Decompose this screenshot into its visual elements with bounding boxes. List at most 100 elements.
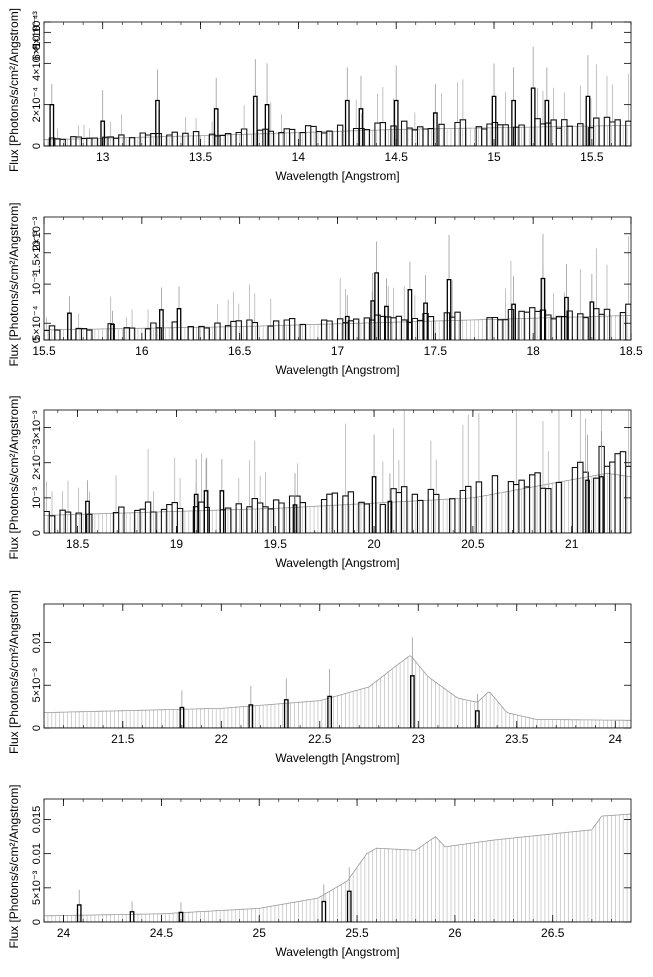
y-tick-label: 10⁻³ <box>31 11 43 33</box>
x-tick-label: 23 <box>412 732 426 746</box>
data-peak <box>409 675 415 728</box>
data-peak <box>67 312 72 340</box>
data-peak <box>155 99 160 146</box>
data-steps <box>44 445 631 533</box>
data-peak <box>178 911 184 922</box>
x-tick-label: 20.5 <box>461 537 485 551</box>
y-tick-label: 8×10⁻⁴ <box>31 14 43 50</box>
data-peak <box>564 296 569 340</box>
y-axis-label: Flux [Photons/s/cm²/Angstrom] <box>7 590 21 754</box>
x-tick-label: 18 <box>526 344 540 358</box>
y-axis-label: Flux [Photons/s/cm²/Angstrom] <box>7 8 21 172</box>
data-peak <box>474 710 480 728</box>
data-peak <box>219 490 225 533</box>
data-peak <box>346 890 352 922</box>
x-tick-label: 25.5 <box>345 926 369 940</box>
data-steps <box>44 116 631 146</box>
data-peak <box>283 699 289 728</box>
y-tick-label: 10⁻³ <box>31 487 43 509</box>
x-tick-label: 13 <box>96 150 110 164</box>
x-tick-label: 15.5 <box>580 150 604 164</box>
plot-area <box>44 233 631 340</box>
panel-4: 21.5 22 22.5 23 23.5 24 0 5×10⁻³ 0.01 Wavelength … <box>7 590 632 765</box>
y-tick-label: 0.01 <box>31 632 43 653</box>
x-tick-label: 19 <box>170 537 184 551</box>
y-tick-label: 10⁻³ <box>31 273 43 295</box>
data-peak <box>327 695 332 728</box>
data-peak <box>432 112 438 146</box>
data-peak <box>446 278 452 340</box>
data-peak <box>85 500 90 533</box>
x-tick-label: 15 <box>487 150 501 164</box>
plot-area <box>44 637 631 728</box>
data-peak <box>252 95 258 146</box>
data-peak <box>371 476 377 533</box>
data-peak <box>159 309 164 340</box>
data-peak <box>179 706 185 728</box>
data-peak <box>393 99 399 146</box>
data-peak <box>374 272 380 340</box>
data-peak <box>76 904 82 922</box>
y-tick-label: 5×10⁻³ <box>31 870 43 905</box>
data-peak <box>264 104 270 146</box>
data-peak <box>585 479 590 533</box>
data-peak <box>585 95 591 146</box>
x-tick-label: 21.5 <box>111 732 135 746</box>
y-tick-label: 0 <box>31 143 43 149</box>
model-curve <box>44 813 631 917</box>
y-tick-label: 0 <box>31 530 43 536</box>
data-peak <box>344 99 350 146</box>
axes-frame <box>43 409 632 534</box>
data-peak <box>358 108 364 146</box>
y-tick-label: 0.01 <box>31 843 43 864</box>
data-peak <box>100 120 106 146</box>
axes-frame <box>43 603 632 729</box>
x-tick-label: 22 <box>215 732 229 746</box>
y-tick-label: 2×10⁻³ <box>31 445 43 480</box>
plot-area <box>44 46 631 146</box>
data-peak <box>203 490 209 533</box>
x-tick-label: 14.5 <box>385 150 409 164</box>
data-peak <box>344 315 350 340</box>
x-axis-label: Wavelength [Angstrom] <box>275 169 399 183</box>
x-tick-label: 15.5 <box>32 344 56 358</box>
x-tick-label: 25 <box>253 926 267 940</box>
data-peak <box>49 104 55 146</box>
x-tick-label: 24 <box>609 732 623 746</box>
y-tick-label: 0 <box>31 337 43 343</box>
y-tick-label: 4×10⁻⁴ <box>31 45 43 81</box>
x-axis-label: Wavelength [Angstrom] <box>275 945 399 959</box>
x-tick-label: 18.5 <box>66 537 90 551</box>
y-axis-label: Flux [Photons/s/cm²/Angstrom] <box>7 202 21 366</box>
y-tick-label: 6×10⁻⁴ <box>31 25 43 61</box>
data-peak <box>589 301 595 340</box>
y-tick-label: 5×10⁻³ <box>31 668 43 703</box>
x-tick-label: 16 <box>135 344 149 358</box>
data-peak <box>598 476 604 533</box>
panel-3: 18.5 19 19.5 20 20.5 21 0 10⁻³ 2×10⁻³3×10⁻³ Wavel… <box>7 395 632 570</box>
y-tick-label: 2×10⁻³ <box>31 216 43 251</box>
data-peak <box>544 99 550 146</box>
panel-1: 13 13.5 14 14.5 15 15.5 0 2×10⁻⁴ 4×10⁻⁴6×10⁻⁴8×1… <box>7 8 632 183</box>
data-peak <box>110 323 115 340</box>
y-tick-label: 0.015 <box>31 806 43 834</box>
plot-area <box>44 813 631 922</box>
x-tick-label: 24 <box>57 926 71 940</box>
data-peak <box>491 95 497 146</box>
x-axis-label: Wavelength [Angstrom] <box>275 556 399 570</box>
x-tick-label: 16.5 <box>228 344 252 358</box>
x-tick-label: 19.5 <box>264 537 288 551</box>
y-tick-label: 3×10⁻³ <box>31 410 43 445</box>
data-peak <box>129 911 135 922</box>
y-tick-label: 5×10⁻⁴ <box>31 305 43 341</box>
data-peak <box>540 277 546 340</box>
x-tick-label: 26 <box>448 926 462 940</box>
data-peak <box>321 900 327 922</box>
data-peak <box>384 305 389 340</box>
data-peak <box>292 504 298 533</box>
data-peak <box>193 493 199 533</box>
x-tick-label: 26.5 <box>541 926 565 940</box>
x-tick-label: 24.5 <box>150 926 174 940</box>
y-tick-label: 2×10⁻⁴ <box>31 87 43 123</box>
